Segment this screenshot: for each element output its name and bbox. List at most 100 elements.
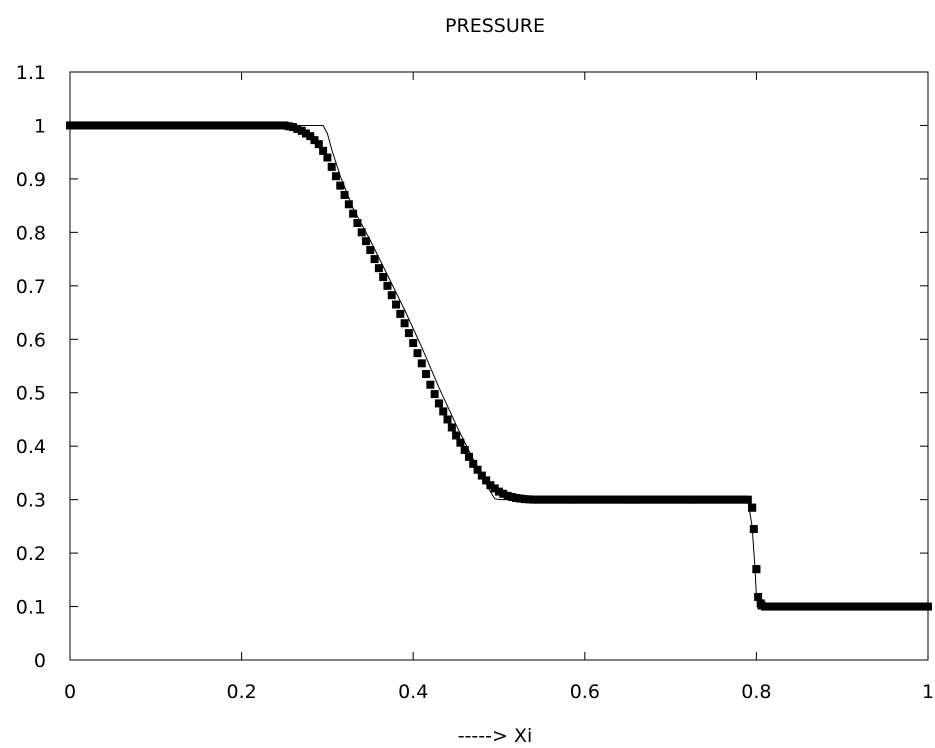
data-point-marker <box>754 592 763 601</box>
data-point-marker <box>585 495 594 504</box>
data-point-marker <box>846 602 855 611</box>
x-tick-label: 1 <box>922 681 934 703</box>
data-point-marker <box>370 255 379 264</box>
data-point-marker <box>683 495 692 504</box>
data-point-marker <box>379 272 388 281</box>
data-point-marker <box>224 121 233 130</box>
data-point-marker <box>580 495 589 504</box>
data-point-marker <box>216 121 225 130</box>
data-point-marker <box>164 121 173 130</box>
data-point-marker <box>688 495 697 504</box>
data-point-marker <box>546 495 555 504</box>
data-point-marker <box>902 602 911 611</box>
data-point-marker <box>739 495 748 504</box>
data-point-marker <box>778 602 787 611</box>
data-point-marker <box>400 319 409 328</box>
data-point-marker <box>525 495 534 504</box>
data-point-marker <box>404 329 413 338</box>
data-point-marker <box>606 495 615 504</box>
data-point-marker <box>675 495 684 504</box>
data-point-marker <box>786 602 795 611</box>
data-point-marker <box>331 172 340 181</box>
data-point-marker <box>396 309 405 318</box>
data-point-marker <box>482 476 491 485</box>
data-point-marker <box>319 146 328 155</box>
data-point-marker <box>872 602 881 611</box>
data-point-marker <box>147 121 156 130</box>
data-point-marker <box>881 602 890 611</box>
data-point-marker <box>66 121 74 130</box>
data-point-marker <box>782 602 791 611</box>
y-tick-label: 1.1 <box>16 62 46 84</box>
data-point-marker <box>301 129 310 138</box>
data-point-marker <box>78 121 87 130</box>
data-point-marker <box>808 602 817 611</box>
data-point-marker <box>314 140 323 149</box>
data-point-marker <box>567 495 576 504</box>
data-point-marker <box>597 495 606 504</box>
data-point-marker <box>186 121 195 130</box>
x-tick-label: 0.8 <box>741 681 771 703</box>
data-point-marker <box>340 190 349 199</box>
data-point-marker <box>533 495 542 504</box>
data-point-marker <box>246 121 255 130</box>
x-tick-label: 0 <box>64 681 76 703</box>
data-point-marker <box>924 602 932 611</box>
plot-border <box>69 71 929 661</box>
data-point-marker <box>134 121 143 130</box>
data-point-marker <box>749 525 758 534</box>
data-point-marker <box>559 495 568 504</box>
data-point-marker <box>74 121 83 130</box>
data-point-marker <box>336 181 345 190</box>
data-point-marker <box>679 495 688 504</box>
data-point-marker <box>885 602 894 611</box>
y-tick-label: 0.3 <box>16 490 46 512</box>
data-point-marker <box>700 495 709 504</box>
data-point-marker <box>911 602 920 611</box>
data-point-marker <box>87 121 96 130</box>
data-point-marker <box>430 390 439 399</box>
data-point-marker <box>271 121 280 130</box>
data-point-marker <box>520 495 529 504</box>
x-axis-label: -----> Xi <box>458 725 533 747</box>
data-point-marker <box>692 495 701 504</box>
data-point-marker <box>893 602 902 611</box>
data-point-marker <box>915 602 924 611</box>
data-point-marker <box>362 237 371 246</box>
data-point-marker <box>610 495 619 504</box>
data-point-marker <box>456 438 465 447</box>
data-point-marker <box>507 492 516 501</box>
data-point-marker <box>803 602 812 611</box>
data-point-marker <box>748 503 757 512</box>
data-point-marker <box>383 281 392 290</box>
data-point-marker <box>392 300 401 309</box>
data-point-marker <box>855 602 864 611</box>
data-point-marker <box>666 495 675 504</box>
data-point-marker <box>868 602 877 611</box>
data-point-marker <box>168 121 177 130</box>
data-point-marker <box>842 602 851 611</box>
data-point-marker <box>863 602 872 611</box>
data-point-marker <box>357 228 366 237</box>
data-point-marker <box>108 121 117 130</box>
y-tick-label: 0.8 <box>16 222 46 244</box>
data-point-marker <box>730 495 739 504</box>
chart-title: PRESSURE <box>445 15 545 37</box>
data-point-marker <box>83 121 92 130</box>
data-point-marker <box>250 121 259 130</box>
data-point-marker <box>906 602 915 611</box>
data-point-marker <box>757 601 766 610</box>
data-point-marker <box>104 121 113 130</box>
data-point-marker <box>589 495 598 504</box>
y-tick-label: 0.7 <box>16 276 46 298</box>
data-point-marker <box>387 291 396 300</box>
y-tick-label: 0.5 <box>16 383 46 405</box>
data-point-marker <box>306 132 315 141</box>
data-point-marker <box>233 121 242 130</box>
data-point-marker <box>640 495 649 504</box>
data-point-marker <box>572 495 581 504</box>
data-point-marker <box>516 494 525 503</box>
data-point-marker <box>207 121 216 130</box>
data-point-marker <box>349 209 358 218</box>
